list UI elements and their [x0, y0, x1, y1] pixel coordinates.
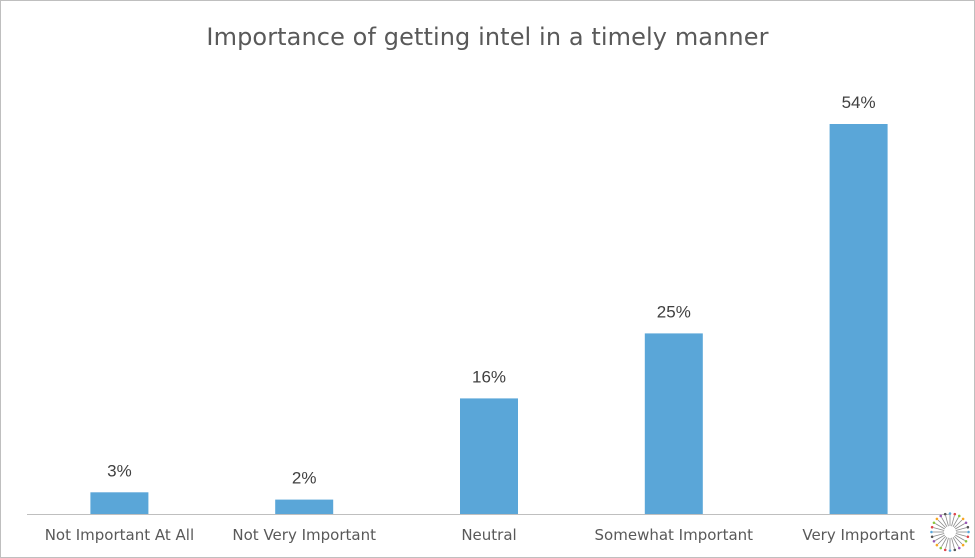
starburst-logo-icon	[930, 512, 970, 552]
data-label: 16%	[472, 367, 506, 386]
data-label: 54%	[842, 93, 876, 112]
bar	[829, 124, 888, 514]
x-tick-label: Not Important At All	[45, 526, 194, 544]
x-tick-label: Very Important	[802, 526, 915, 544]
data-label: 2%	[292, 469, 317, 488]
bar	[90, 492, 149, 514]
x-tick-label: Neutral	[461, 526, 516, 544]
x-tick-label: Somewhat Important	[595, 526, 754, 544]
x-tick-label: Not Very Important	[232, 526, 376, 544]
bar	[275, 499, 334, 514]
chart-title: Importance of getting intel in a timely …	[206, 23, 769, 51]
bar	[460, 398, 518, 514]
data-label: 3%	[107, 461, 132, 480]
bar	[644, 333, 703, 514]
data-label: 25%	[657, 302, 691, 321]
